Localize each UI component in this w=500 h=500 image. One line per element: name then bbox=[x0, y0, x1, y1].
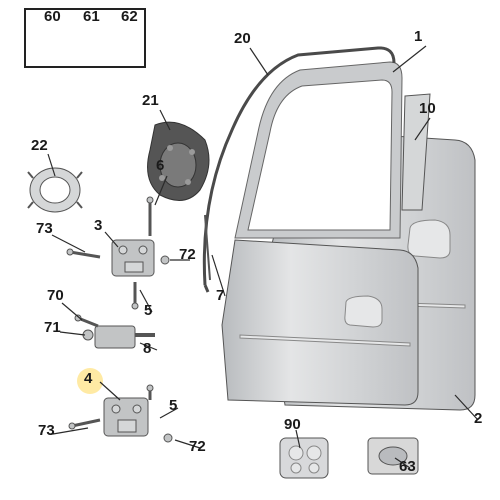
part-1-door bbox=[222, 62, 418, 405]
diagram-svg bbox=[0, 0, 500, 500]
part-90-module bbox=[280, 438, 328, 478]
diagram-stage: 123455678102021226061626370717272737390 bbox=[0, 0, 500, 500]
part-63-pad bbox=[368, 438, 418, 474]
part-4-hinge-lower bbox=[69, 385, 172, 442]
part-21-bracket bbox=[148, 122, 209, 200]
inset-box bbox=[24, 8, 146, 68]
part-8-check bbox=[75, 315, 155, 348]
part-3-latch-upper bbox=[67, 197, 210, 309]
